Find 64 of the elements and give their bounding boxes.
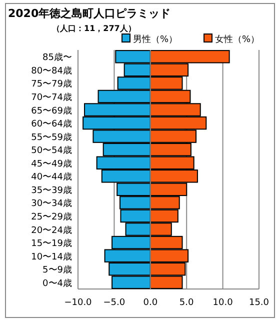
x-tick-label: 10.0: [212, 298, 234, 308]
bar: [150, 249, 189, 262]
bar: [150, 116, 207, 130]
x-tick-label: 5.0: [179, 298, 194, 308]
x-tick-label: 0.0: [143, 298, 158, 308]
y-tick-label: 55〜59歳: [31, 132, 72, 143]
y-tick-label: 20〜24歳: [31, 224, 72, 236]
bar: [150, 170, 198, 183]
y-tick-label: 50〜54歳: [31, 145, 72, 156]
bar: [150, 262, 186, 276]
y-tick-label: 0〜4歳: [42, 278, 72, 289]
bar: [112, 276, 151, 289]
y-tick-label: 30〜34歳: [31, 198, 72, 210]
bar: [96, 156, 151, 170]
y-tick-label: 10〜14歳: [31, 251, 72, 262]
y-tick-label: 85歳〜: [42, 52, 72, 64]
y-tick-label: 75〜79歳: [31, 78, 72, 90]
bar: [120, 209, 151, 223]
x-tick-label: −10.0: [64, 298, 92, 308]
bar: [84, 103, 151, 116]
y-tick-label: 40〜44歳: [31, 172, 72, 183]
bar: [150, 222, 172, 236]
x-tick-label: −5.0: [103, 298, 126, 308]
bar: [125, 222, 151, 236]
bar: [116, 182, 151, 196]
bar: [150, 276, 183, 289]
bar: [150, 50, 230, 64]
y-tick-label: 65〜69歳: [31, 105, 72, 116]
y-tick-label: 70〜74歳: [31, 92, 72, 103]
bar: [150, 142, 192, 156]
bar: [108, 262, 151, 276]
legend-label: 男性（%）: [133, 34, 178, 45]
bar: [150, 182, 188, 196]
bar: [98, 90, 151, 104]
bar: [150, 103, 201, 116]
legend-label: 女性（%）: [215, 34, 260, 45]
y-tick-label: 60〜64歳: [31, 118, 72, 130]
bar: [104, 249, 151, 262]
bar: [102, 142, 151, 156]
bar: [150, 209, 178, 223]
bar: [117, 76, 151, 90]
bar: [115, 50, 151, 64]
bar: [82, 116, 151, 130]
bar: [150, 236, 183, 250]
bar: [150, 90, 191, 104]
y-tick-label: 15〜19歳: [31, 238, 72, 250]
y-tick-label: 25〜29歳: [31, 211, 72, 222]
x-tick-label: 15.0: [248, 298, 270, 308]
y-tick-label: 80〜84歳: [31, 65, 72, 76]
bar: [101, 170, 151, 183]
y-tick-label: 35〜39歳: [31, 184, 72, 196]
bar: [119, 196, 151, 210]
bar: [150, 196, 180, 210]
y-tick-label: 45〜49歳: [31, 158, 72, 170]
chart-subtitle: （人口：11，277人）: [52, 24, 136, 33]
bar: [112, 236, 151, 250]
bar: [92, 130, 151, 143]
bar: [150, 130, 197, 143]
bar: [150, 76, 183, 90]
bar: [124, 63, 151, 77]
bar: [150, 156, 194, 170]
chart-title: 2020年徳之島町人口ピラミッド: [8, 7, 171, 20]
y-tick-label: 5〜9歳: [42, 264, 72, 276]
bar: [150, 63, 189, 77]
